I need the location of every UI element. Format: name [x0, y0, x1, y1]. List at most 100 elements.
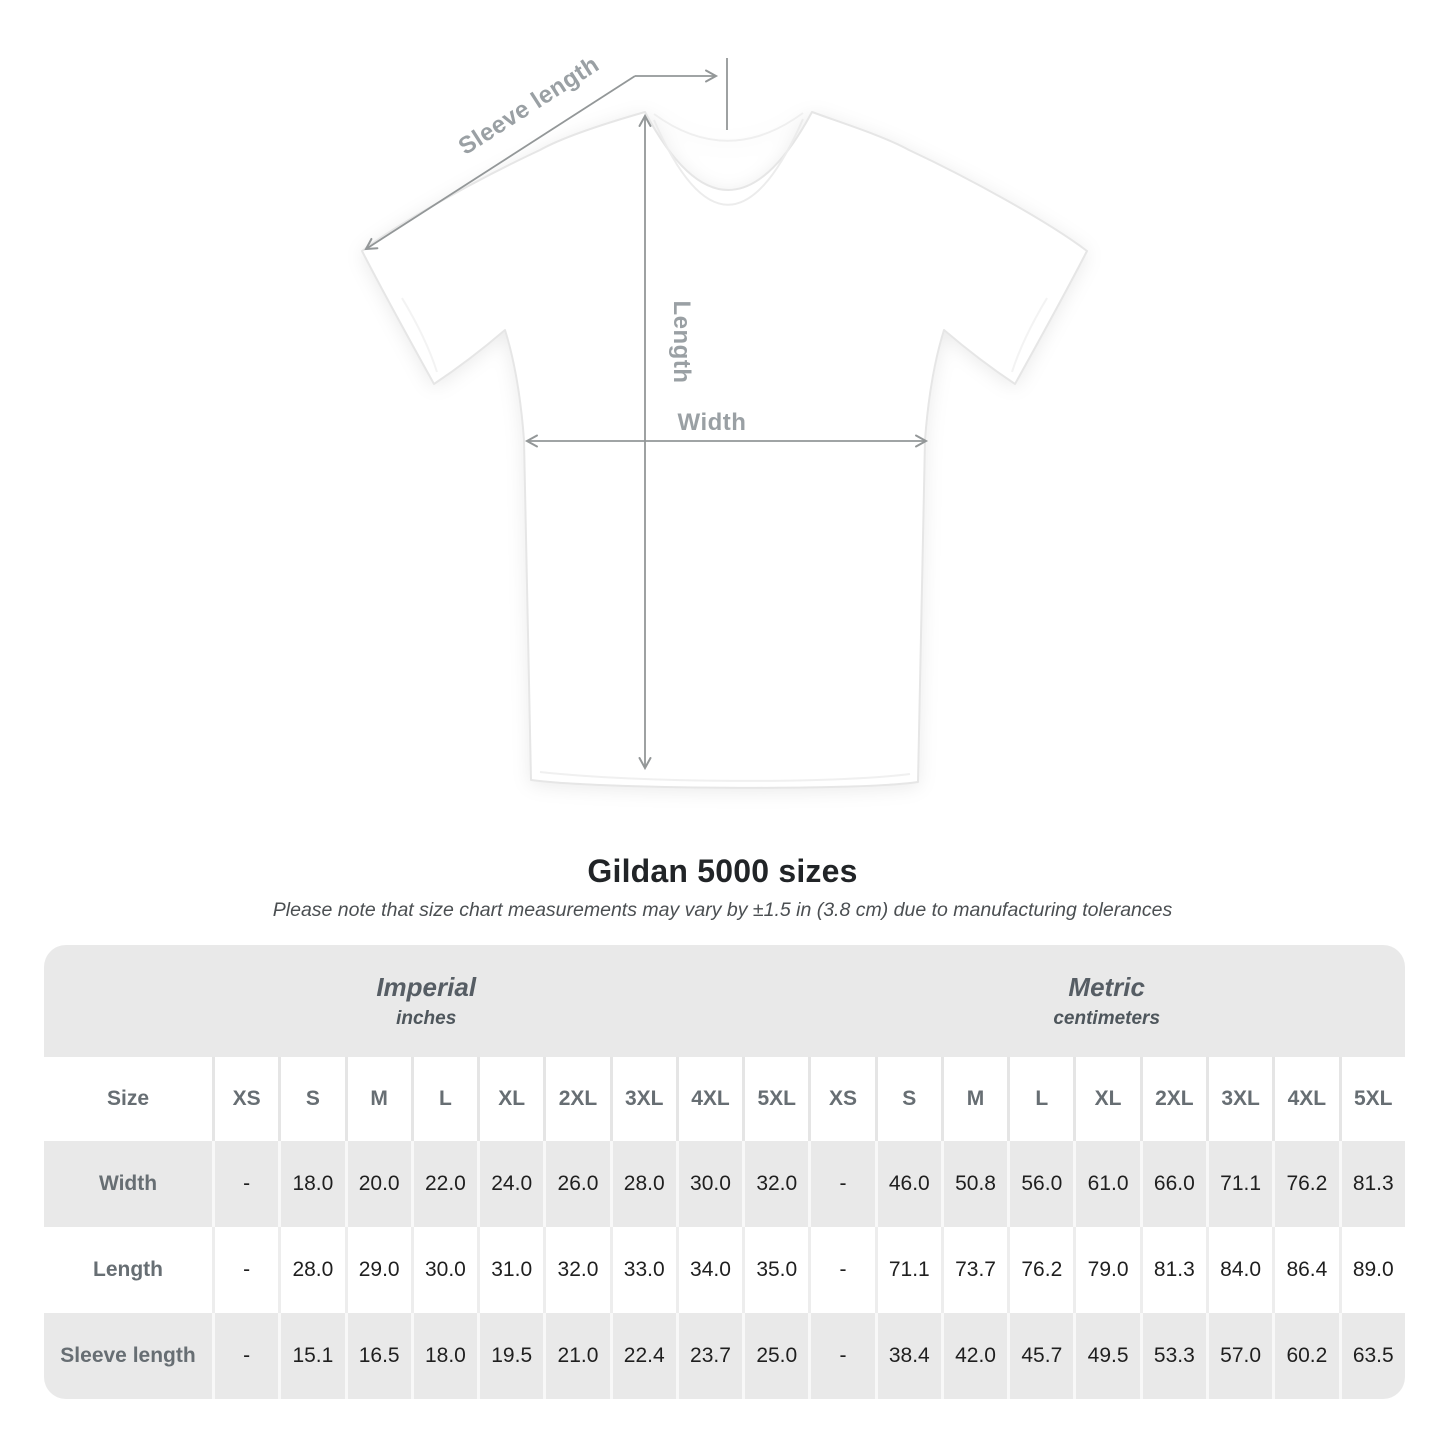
size-header-cell: 4XL: [1272, 1057, 1339, 1141]
size-header-cell: XS: [212, 1057, 279, 1141]
value-cell: 32.0: [543, 1227, 610, 1313]
size-header-cell: XL: [477, 1057, 544, 1141]
size-header-cell: XL: [1073, 1057, 1140, 1141]
size-header-cell: L: [1007, 1057, 1074, 1141]
value-cell: 32.0: [742, 1141, 809, 1227]
value-cell: 20.0: [344, 1141, 411, 1227]
metric-label: Metric: [1068, 971, 1145, 1002]
size-header-cell: S: [278, 1057, 345, 1141]
value-cell: 28.0: [278, 1227, 345, 1313]
value-cell: -: [808, 1313, 875, 1399]
value-cell: 89.0: [1338, 1227, 1405, 1313]
value-cell: 22.0: [410, 1141, 478, 1227]
size-header-cell: 5XL: [742, 1057, 809, 1141]
hem-seam: [539, 771, 911, 782]
value-cell: 76.2: [1272, 1141, 1339, 1227]
value-cell: 34.0: [675, 1227, 743, 1313]
value-cell: 25.0: [742, 1313, 809, 1399]
row-label: Length: [44, 1227, 212, 1313]
tshirt-outline: [361, 111, 1088, 789]
value-cell: 29.0: [344, 1227, 411, 1313]
value-cell: 81.3: [1338, 1141, 1405, 1227]
value-cell: 50.8: [940, 1141, 1008, 1227]
value-cell: 71.1: [1205, 1141, 1273, 1227]
width-row: Width - 18.0 20.0 22.0 24.0 26.0 28.0 30…: [44, 1141, 1405, 1227]
size-header-cell: 2XL: [1139, 1057, 1206, 1141]
value-cell: -: [808, 1141, 875, 1227]
sleeve-length-row: Sleeve length - 15.1 16.5 18.0 19.5 21.0…: [44, 1313, 1405, 1399]
title-block: Gildan 5000 sizes Please note that size …: [0, 852, 1445, 922]
value-cell: 53.3: [1139, 1313, 1206, 1399]
metric-unit: centimeters: [1053, 1008, 1161, 1030]
value-cell: 46.0: [874, 1141, 941, 1227]
value-cell: 30.0: [675, 1141, 743, 1227]
size-header-row: Size XS S M L XL 2XL 3XL 4XL 5XL XS S M …: [44, 1057, 1405, 1141]
value-cell: 81.3: [1139, 1227, 1206, 1313]
row-label: Width: [44, 1141, 212, 1227]
value-cell: 26.0: [543, 1141, 610, 1227]
imperial-unit: inches: [396, 1008, 457, 1030]
value-cell: 18.0: [410, 1313, 478, 1399]
value-cell: 15.1: [278, 1313, 345, 1399]
size-column-header: Size: [44, 1057, 212, 1141]
value-cell: 33.0: [609, 1227, 676, 1313]
value-cell: -: [808, 1227, 875, 1313]
size-header-cell: XS: [808, 1057, 875, 1141]
left-sleeve-crease: [401, 297, 438, 373]
tshirt-measurement-diagram: Sleeve length Length Width: [361, 51, 1088, 789]
value-cell: 24.0: [477, 1141, 544, 1227]
value-cell: 56.0: [1007, 1141, 1074, 1227]
length-label: Length: [668, 301, 695, 384]
row-label: Sleeve length: [44, 1313, 212, 1399]
collar-inner-seam: [653, 118, 804, 206]
value-cell: -: [212, 1313, 279, 1399]
size-header-cell: L: [410, 1057, 478, 1141]
size-header-cell: 2XL: [543, 1057, 610, 1141]
size-header-cell: 3XL: [1205, 1057, 1273, 1141]
value-cell: 61.0: [1073, 1141, 1140, 1227]
metric-group-header: Metric centimeters: [808, 945, 1405, 1057]
size-chart: Imperial inches Metric centimeters Size …: [44, 945, 1405, 1399]
value-cell: 22.4: [609, 1313, 676, 1399]
value-cell: 42.0: [940, 1313, 1008, 1399]
value-cell: 38.4: [874, 1313, 941, 1399]
value-cell: 19.5: [477, 1313, 544, 1399]
value-cell: 73.7: [940, 1227, 1008, 1313]
length-row: Length - 28.0 29.0 30.0 31.0 32.0 33.0 3…: [44, 1227, 1405, 1313]
tshirt-diagram-svg: Sleeve length Length Width: [361, 51, 1088, 789]
value-cell: 18.0: [278, 1141, 345, 1227]
value-cell: 23.7: [675, 1313, 743, 1399]
imperial-group-header: Imperial inches: [44, 945, 809, 1057]
value-cell: 63.5: [1338, 1313, 1405, 1399]
value-cell: 35.0: [742, 1227, 809, 1313]
sleeve-length-arrow: [364, 75, 636, 251]
value-cell: 60.2: [1272, 1313, 1339, 1399]
value-cell: 86.4: [1272, 1227, 1339, 1313]
page-title: Gildan 5000 sizes: [587, 853, 858, 889]
size-header-cell: M: [940, 1057, 1008, 1141]
value-cell: 71.1: [874, 1227, 941, 1313]
size-header-cell: M: [344, 1057, 411, 1141]
size-header-cell: 5XL: [1338, 1057, 1405, 1141]
value-cell: 21.0: [543, 1313, 610, 1399]
value-cell: 79.0: [1073, 1227, 1140, 1313]
value-cell: 66.0: [1139, 1141, 1206, 1227]
value-cell: 31.0: [477, 1227, 544, 1313]
value-cell: 49.5: [1073, 1313, 1140, 1399]
right-sleeve-crease: [1011, 297, 1048, 373]
size-header-cell: 3XL: [609, 1057, 676, 1141]
value-cell: 45.7: [1007, 1313, 1074, 1399]
width-label: Width: [678, 409, 747, 436]
size-header-cell: S: [874, 1057, 941, 1141]
value-cell: 57.0: [1205, 1313, 1273, 1399]
imperial-label: Imperial: [376, 971, 477, 1002]
value-cell: -: [212, 1227, 279, 1313]
unit-band-row: Imperial inches Metric centimeters: [44, 945, 1405, 1057]
value-cell: 16.5: [344, 1313, 411, 1399]
value-cell: 28.0: [609, 1141, 676, 1227]
collar-back-seam: [653, 112, 804, 142]
value-cell: 30.0: [410, 1227, 478, 1313]
value-cell: 84.0: [1205, 1227, 1273, 1313]
value-cell: 76.2: [1007, 1227, 1074, 1313]
tshirt-illustration: [361, 111, 1088, 789]
